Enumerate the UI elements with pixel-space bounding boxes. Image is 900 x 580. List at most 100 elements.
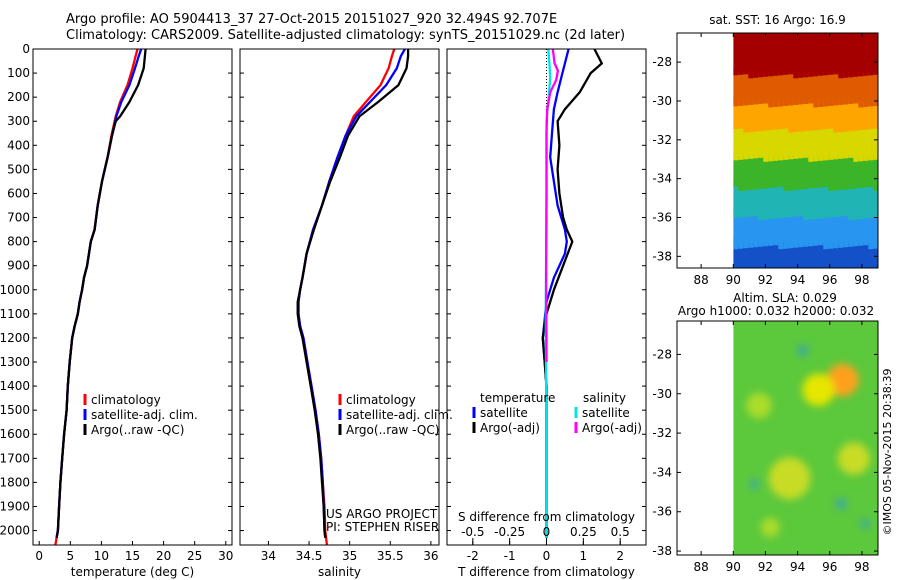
sst-texture	[743, 96, 749, 106]
sst-texture	[778, 236, 784, 250]
sst_map-xtick-label: 92	[758, 273, 773, 287]
sst-texture	[803, 66, 809, 78]
temperature-xlabel: temperature (deg C)	[71, 565, 194, 579]
sst-texture	[788, 119, 794, 133]
sst_map-ytick-label: -30	[652, 94, 672, 108]
sla-anomaly-2	[768, 457, 811, 500]
depth-tick-label: 0	[22, 42, 30, 56]
sst-texture	[758, 207, 764, 221]
temperature-xtick-label: 20	[156, 549, 171, 563]
sla_map-frame	[676, 320, 879, 556]
sst-texture	[858, 208, 864, 220]
salinity-diff-tick-label: 0.25	[570, 525, 597, 539]
sla_map-xtick-label: 90	[726, 560, 741, 574]
salinity-xtick-label: 35	[342, 549, 357, 563]
sst-field	[733, 33, 879, 268]
salinity-series-group	[296, 49, 410, 545]
sst-texture	[748, 179, 754, 190]
sst-texture	[788, 151, 794, 160]
sst-texture	[868, 209, 874, 219]
sst-texture	[748, 96, 754, 105]
sst-texture	[783, 150, 789, 160]
sst-texture	[858, 181, 864, 188]
sst-texture	[833, 151, 839, 160]
sst-texture	[833, 96, 839, 106]
depth-tick-label: 800	[7, 235, 30, 249]
sst-texture	[848, 238, 854, 247]
sst-texture	[828, 178, 834, 191]
sst-texture	[798, 152, 804, 159]
sst-texture	[778, 95, 784, 107]
sst-texture	[853, 148, 859, 162]
sst-texture	[743, 119, 749, 133]
sla_map-ytick-label: -32	[652, 426, 672, 440]
sst-texture	[758, 121, 764, 132]
sla_map-ytick-label: -34	[652, 465, 672, 479]
sst-texture	[868, 123, 874, 130]
sst_map-ytick-label: -34	[652, 172, 672, 186]
sst-texture	[793, 179, 799, 190]
sst-texture	[843, 152, 849, 159]
sst-texture	[873, 123, 879, 129]
sla_map-ytick-label: -36	[652, 505, 672, 519]
sla-map-title-line2: Argo h1000: 0.032 h2000: 0.032	[678, 304, 874, 318]
sst_map-ytick-label: -38	[652, 249, 672, 263]
sst-texture	[858, 67, 864, 77]
difference-panel: -2 -1 0 1 2 T difference from climatology	[446, 48, 647, 579]
depth-tick-label: 1000	[0, 283, 30, 297]
sst-texture	[773, 208, 779, 219]
sst-texture	[868, 68, 874, 76]
sst-band-0	[733, 33, 878, 73]
salinity-series-2	[296, 49, 410, 538]
sst-texture	[803, 207, 809, 221]
sst-texture	[838, 96, 844, 105]
sst-texture	[798, 97, 804, 105]
sst-texture	[853, 98, 859, 104]
difference-series-group	[541, 49, 603, 538]
sst-texture	[778, 123, 784, 130]
sst-texture	[873, 236, 879, 249]
sla-anomaly-5	[760, 517, 780, 538]
sst-texture	[833, 210, 839, 218]
difference-xlabel: T difference from climatology	[457, 565, 635, 579]
sst-texture	[788, 96, 794, 106]
sla_map-xtick-label: 98	[854, 560, 869, 574]
copyright-label: ©IMOS 05-Nov-2015 20:38:39	[881, 369, 894, 536]
sst-texture	[748, 120, 754, 133]
sst-texture	[773, 122, 779, 130]
sst-texture	[733, 209, 739, 219]
depth-tick-label: 1300	[0, 355, 30, 369]
sst-texture	[758, 66, 764, 78]
sst_map-frame	[676, 32, 879, 269]
sst-texture	[863, 208, 869, 219]
salinity-diff-tick-label: -0.25	[494, 525, 525, 539]
temperature-xtick-label: 0	[35, 549, 43, 563]
sst-texture	[743, 237, 749, 249]
sst-texture	[838, 151, 844, 159]
sst-texture	[778, 209, 784, 219]
depth-tick-label: 100	[7, 66, 30, 80]
sst-texture	[818, 240, 824, 246]
sst-texture	[823, 123, 829, 130]
salinity-xlabel: salinity	[318, 565, 361, 579]
temperature-xtick-label: 5	[66, 549, 74, 563]
sst-texture	[858, 239, 864, 246]
sst-texture	[823, 236, 829, 250]
sst-texture	[758, 152, 764, 158]
sst-texture	[748, 237, 754, 248]
sst-texture	[788, 237, 794, 249]
sst-texture	[768, 239, 774, 246]
sst_map-ytick-label: -32	[652, 133, 672, 147]
difference-series-1	[541, 49, 603, 538]
depth-tick-label: 1900	[0, 499, 30, 513]
sst-texture	[808, 121, 814, 131]
sst-texture	[848, 207, 854, 221]
sst-texture	[798, 238, 804, 248]
sst-texture	[838, 237, 844, 248]
sst-texture	[763, 66, 769, 77]
sst-texture	[838, 210, 844, 217]
sst-texture	[783, 123, 789, 129]
sst-texture	[808, 66, 814, 77]
sst-texture	[813, 149, 819, 162]
sst-texture	[773, 67, 779, 76]
